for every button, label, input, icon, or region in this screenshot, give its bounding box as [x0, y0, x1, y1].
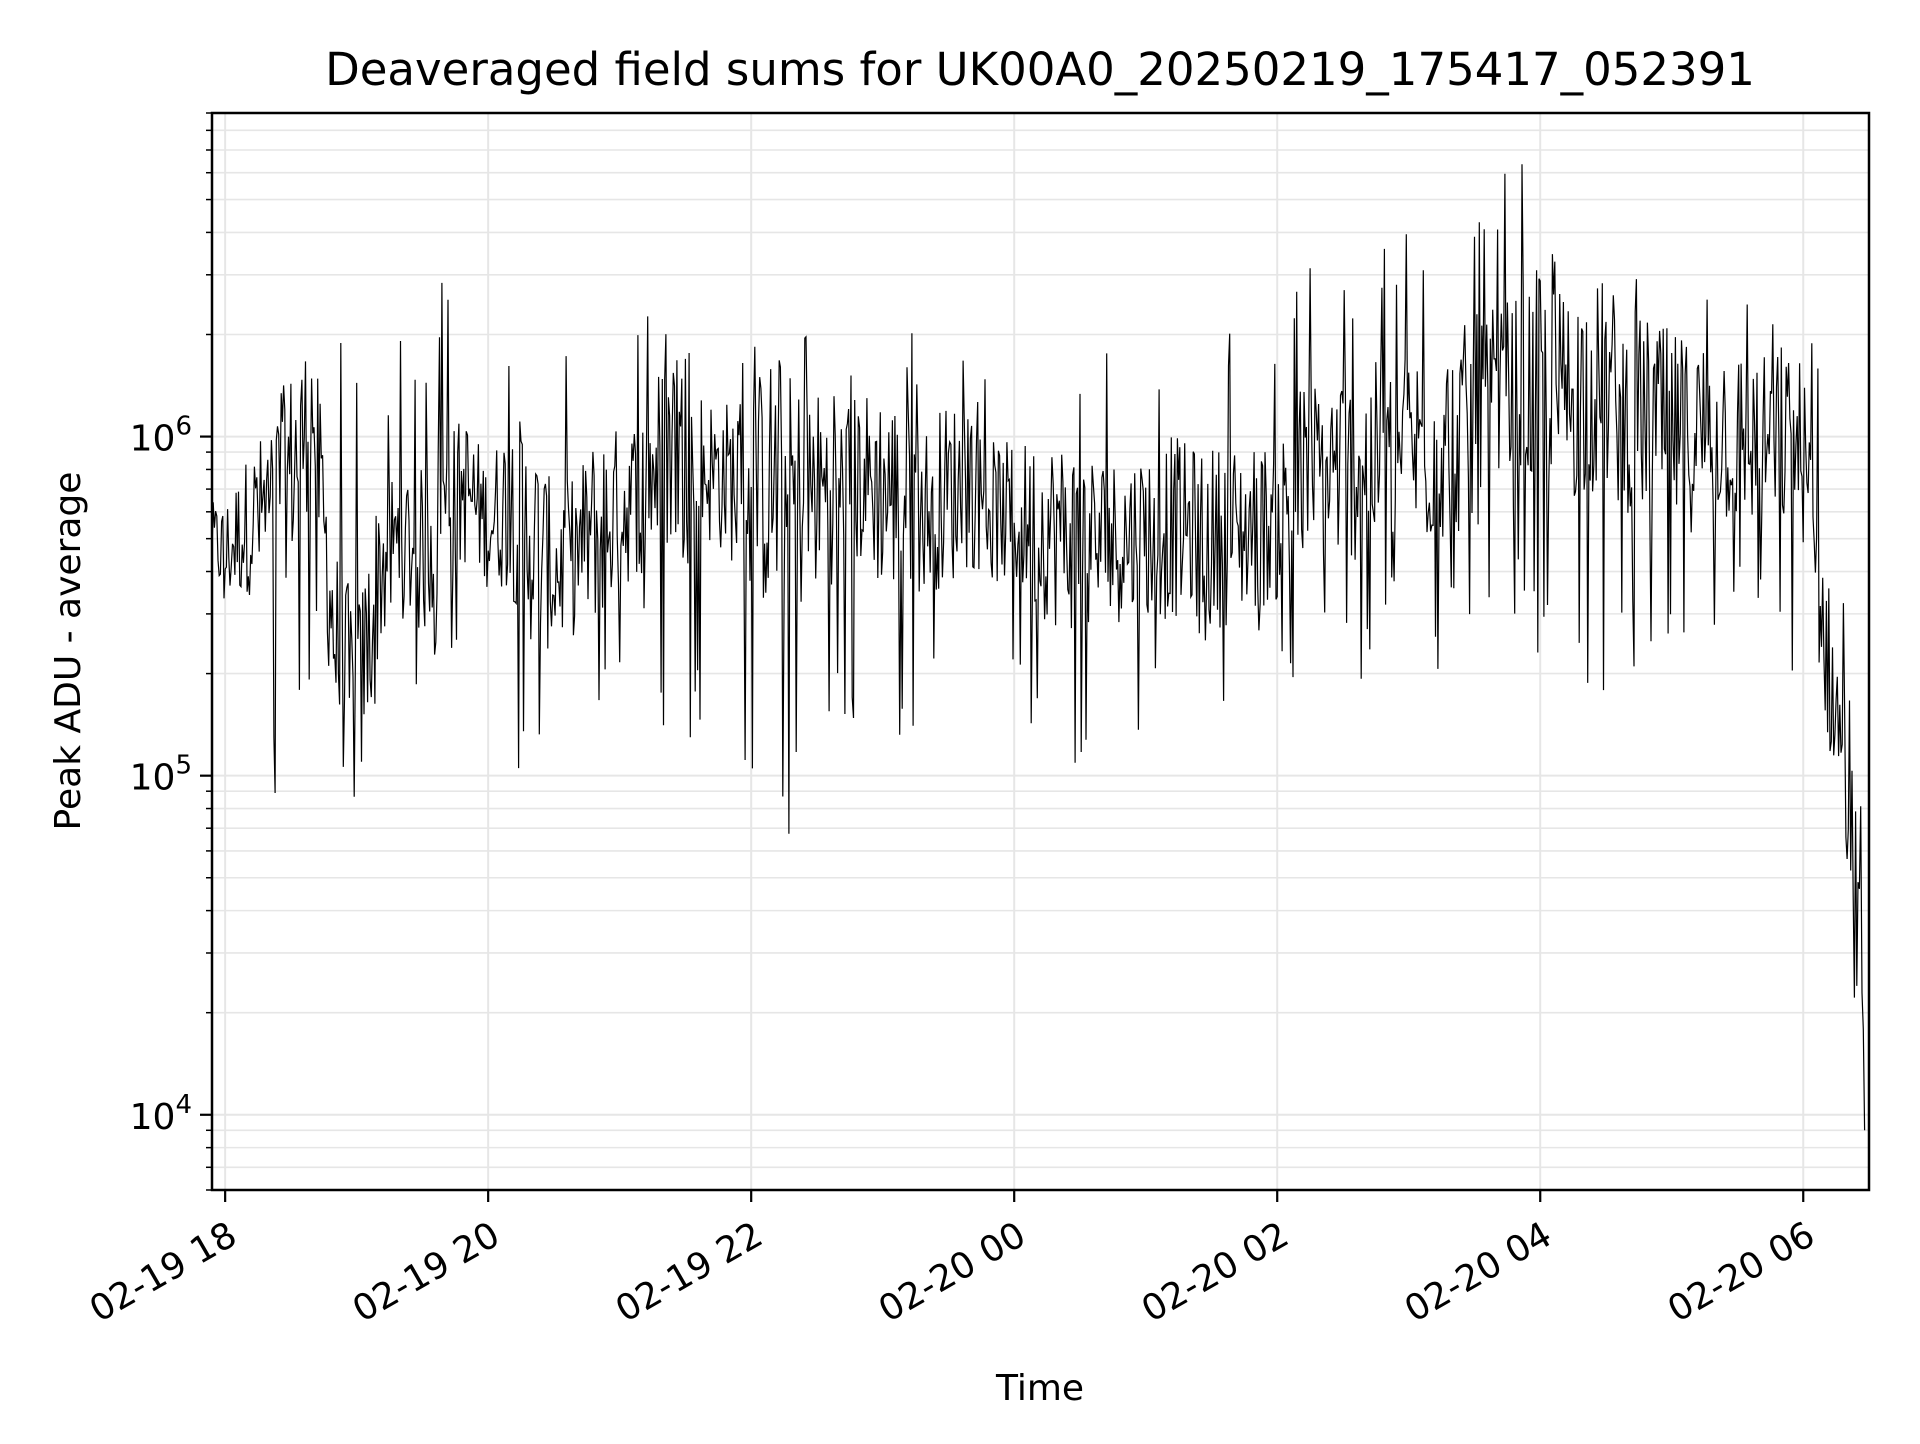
y-axis-label: Peak ADU - average	[48, 472, 89, 831]
chart-title: Deaveraged field sums for UK00A0_2025021…	[325, 43, 1755, 96]
x-axis-label: Time	[995, 1368, 1084, 1409]
